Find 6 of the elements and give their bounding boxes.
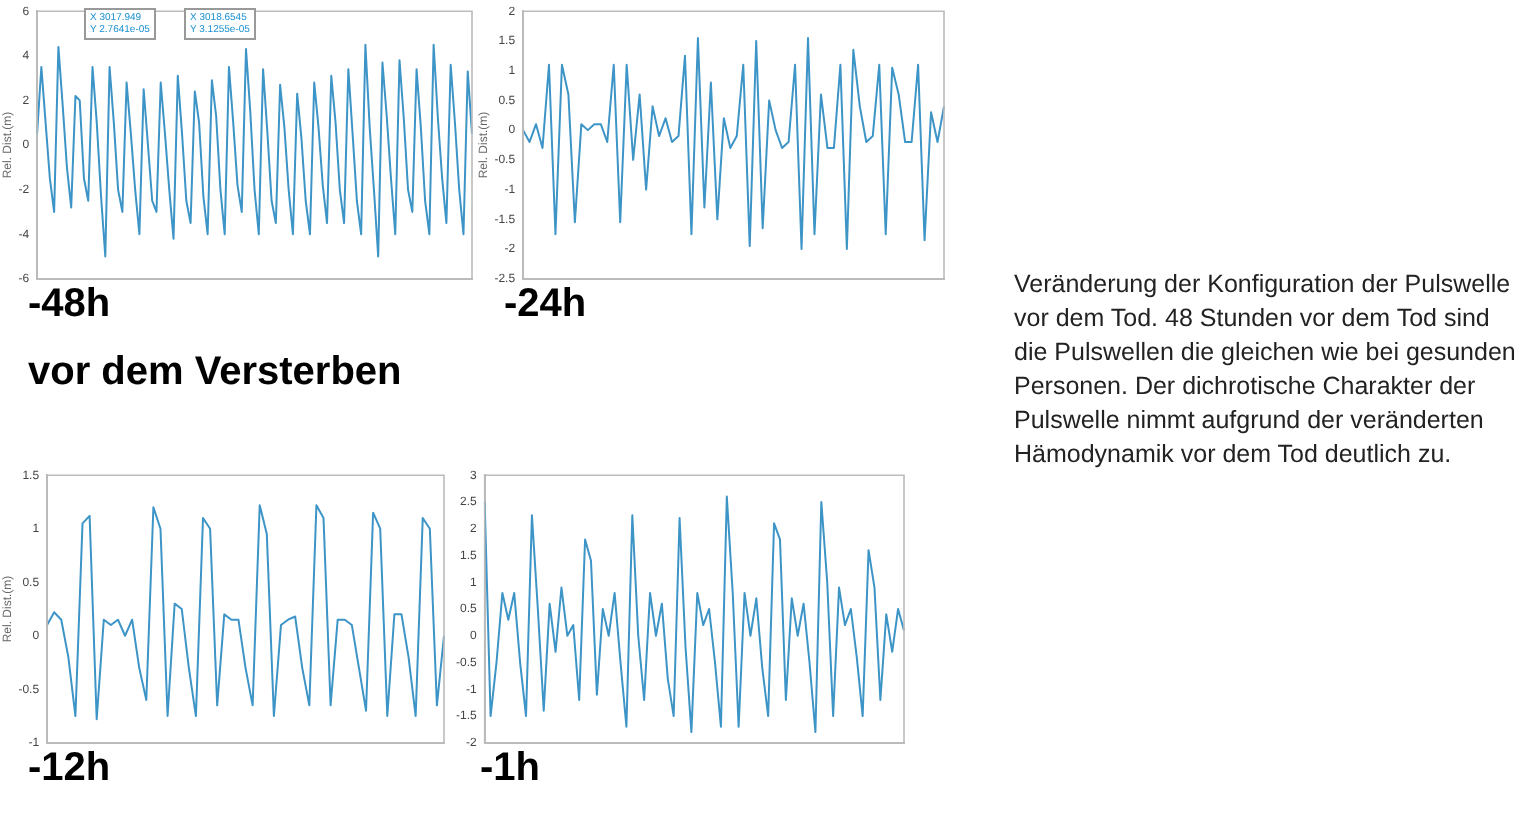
x-axis-title: -1h: [480, 746, 540, 792]
text: vor dem Versterben: [28, 350, 402, 396]
x-axis-title: -12h: [28, 746, 111, 792]
x-axis-title: -24h: [504, 282, 587, 328]
x-axis-title: -48h: [28, 282, 111, 328]
text: Veränderung der Konfiguration der Pulswelle vor dem Tod. 48 Stunden vor dem Tod sind die Pulswellen die gleichen wie bei gesunden Personen. Der dichrotische Charakter der Pulswelle nimmt aufgrund der veränderten Hämodynamik vor dem Tod deutlich zu.: [1014, 268, 1518, 472]
